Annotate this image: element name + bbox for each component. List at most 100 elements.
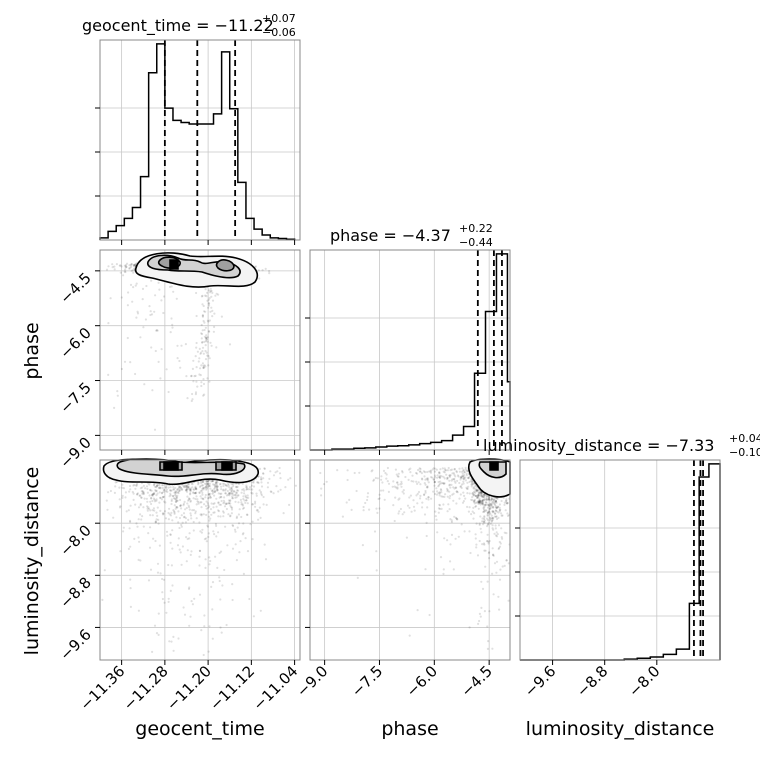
scatter-point <box>231 495 234 498</box>
scatter-point <box>460 483 464 486</box>
scatter-point <box>225 507 228 511</box>
scatter-point <box>450 483 453 486</box>
scatter-point <box>462 468 465 472</box>
scatter-point <box>131 269 134 272</box>
scatter-point <box>201 341 204 344</box>
scatter-point <box>387 490 390 493</box>
scatter-point <box>238 551 241 554</box>
scatter-point <box>202 304 205 308</box>
scatter-point <box>209 517 212 520</box>
scatter-point <box>440 495 443 498</box>
scatter-point <box>392 480 395 483</box>
x-ticks: −9.6 −8.8 −8.0 <box>521 660 664 701</box>
scatter-point <box>476 554 480 557</box>
scatter-point <box>492 506 495 509</box>
scatter-point <box>445 473 448 476</box>
scatter-point <box>227 482 230 486</box>
scatter-point <box>205 480 208 483</box>
scatter-point <box>244 537 247 540</box>
scatter-point <box>192 497 195 500</box>
scatter-point <box>113 268 116 271</box>
scatter-point <box>380 478 383 481</box>
scatter-point <box>198 491 201 495</box>
scatter-point <box>213 511 216 514</box>
scatter-point <box>495 531 498 534</box>
y-tick-label: −9.0 <box>56 433 94 471</box>
scatter-point <box>195 346 198 349</box>
scatter-point <box>134 284 137 287</box>
scatter-point <box>495 517 499 521</box>
scatter-point <box>141 298 144 301</box>
scatter-point <box>185 536 188 539</box>
scatter-point <box>203 364 206 367</box>
scatter-point <box>408 496 411 499</box>
scatter-point <box>467 510 470 513</box>
scatter-point <box>218 496 221 499</box>
scatter-point <box>109 297 112 300</box>
scatter-point <box>190 550 193 553</box>
scatter-point <box>409 471 412 474</box>
scatter-point <box>257 269 260 272</box>
scatter-point <box>262 472 265 475</box>
scatter-point <box>248 597 251 601</box>
scatter-point <box>120 296 123 299</box>
scatter-point <box>378 507 381 510</box>
scatter-point <box>180 514 183 517</box>
scatter-point <box>208 330 211 333</box>
scatter-point <box>473 487 476 490</box>
scatter-point <box>172 290 175 293</box>
scatter-point <box>468 492 471 495</box>
scatter-point <box>209 290 212 293</box>
scatter-point <box>265 503 268 506</box>
scatter-point <box>205 351 208 354</box>
scatter-point <box>272 492 275 495</box>
scatter-point <box>201 341 204 344</box>
scatter-point <box>494 524 497 527</box>
scatter-point <box>215 292 218 295</box>
scatter-point <box>204 358 208 361</box>
scatter-point <box>203 340 206 343</box>
scatter-point <box>428 613 431 617</box>
scatter-point <box>320 494 323 497</box>
scatter-point <box>157 612 160 615</box>
scatter-point <box>489 507 492 510</box>
scatter-point <box>356 576 359 580</box>
scatter-point <box>134 263 137 266</box>
scatter-point <box>123 270 126 273</box>
scatter-point <box>474 537 477 540</box>
scatter-point <box>480 580 483 583</box>
scatter-point <box>443 477 446 480</box>
scatter-point <box>207 650 210 653</box>
scatter-point <box>172 497 175 500</box>
scatter-point <box>184 489 188 492</box>
scatter-point <box>446 539 449 542</box>
scatter-point <box>209 341 212 344</box>
scatter-point <box>423 475 426 478</box>
scatter-point <box>147 532 150 535</box>
scatter-point <box>202 498 205 501</box>
scatter-point <box>441 481 444 485</box>
scatter-point <box>423 513 427 516</box>
scatter-point <box>442 568 445 571</box>
scatter-point <box>415 480 418 483</box>
scatter-point <box>205 338 208 341</box>
scatter-point <box>487 542 490 545</box>
scatter-point <box>139 336 142 339</box>
scatter-point <box>236 489 239 492</box>
scatter-point <box>130 263 133 266</box>
scatter-point <box>485 501 488 504</box>
scatter-point <box>506 512 509 515</box>
scatter-point <box>434 515 437 518</box>
scatter-point <box>374 476 377 480</box>
scatter-point <box>206 524 209 527</box>
scatter-point <box>448 490 451 493</box>
scatter-point <box>222 510 225 513</box>
x-tick-label: −11.36 <box>76 662 128 714</box>
scatter-point <box>473 498 476 501</box>
scatter-point <box>394 468 397 471</box>
scatter-point <box>198 373 201 376</box>
scatter-points <box>105 262 271 431</box>
scatter-point <box>205 513 208 517</box>
scatter-point <box>119 271 122 274</box>
scatter-point <box>136 493 139 496</box>
